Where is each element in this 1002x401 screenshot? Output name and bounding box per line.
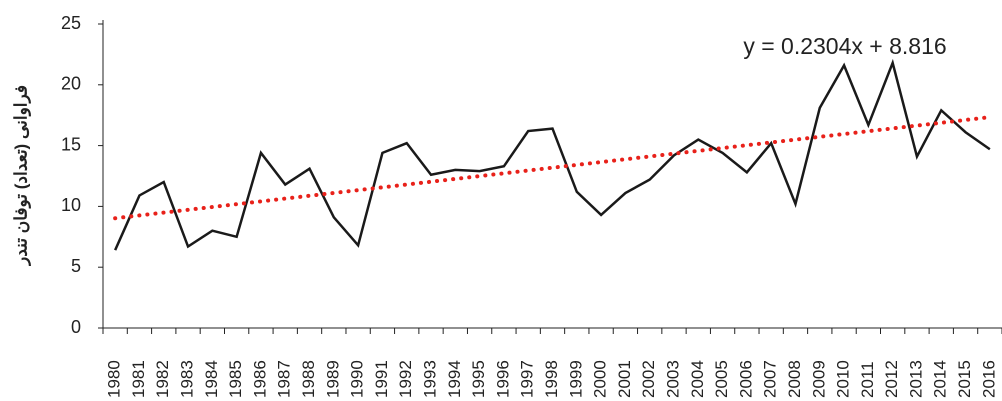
x-tick-label: 1992	[396, 360, 415, 398]
x-tick-label: 2002	[639, 360, 658, 398]
x-tick-label: 1994	[445, 360, 464, 398]
x-tick-label: 1984	[202, 360, 221, 398]
x-tick-label: 1989	[323, 360, 342, 398]
y-tick-label: 20	[61, 74, 81, 94]
x-tick-label: 1983	[178, 360, 197, 398]
x-tick-label: 2007	[761, 360, 780, 398]
x-tick-label: 2001	[615, 360, 634, 398]
x-tick-label: 1988	[299, 360, 318, 398]
trend-equation: y = 0.2304x + 8.816	[743, 33, 946, 59]
x-tick-label: 1981	[129, 360, 148, 398]
x-tick-label: 2013	[906, 360, 925, 398]
x-tick-label: 1993	[420, 360, 439, 398]
trend-line	[113, 115, 992, 221]
y-axis-title: فراوانی (تعداد) توفان تندر	[11, 85, 31, 267]
x-tick-label: 2009	[809, 360, 828, 398]
x-tick-label: 1986	[250, 360, 269, 398]
x-tick-label: 2016	[979, 360, 998, 398]
x-tick-label: 2008	[785, 360, 804, 398]
x-tick-label: 2010	[834, 360, 853, 398]
x-tick-label: 1999	[566, 360, 585, 398]
y-tick-label: 15	[61, 134, 81, 154]
x-tick-label: 2014	[931, 360, 950, 398]
x-tick-label: 2003	[663, 360, 682, 398]
x-tick-label: 2012	[882, 360, 901, 398]
x-tick-label: 1987	[275, 360, 294, 398]
x-tick-label: 1980	[105, 360, 124, 398]
x-tick-label: 2000	[591, 360, 610, 398]
x-tick-label: 1996	[493, 360, 512, 398]
x-tick-label: 1991	[372, 360, 391, 398]
x-tick-label: 1998	[542, 360, 561, 398]
y-tick-label: 10	[61, 195, 81, 215]
x-tick-label: 2015	[955, 360, 974, 398]
x-tick-label: 2011	[858, 361, 877, 398]
x-tick-label: 1990	[348, 360, 367, 398]
y-tick-label: 25	[61, 13, 81, 33]
x-tick-label: 1995	[469, 360, 488, 398]
y-tick-label: 5	[71, 256, 81, 276]
x-tick-label: 1985	[226, 360, 245, 398]
x-tick-label: 1982	[153, 360, 172, 398]
x-tick-label: 2005	[712, 360, 731, 398]
line	[114, 58, 991, 251]
x-tick-label: 2004	[688, 360, 707, 398]
x-tick-label: 1997	[518, 360, 537, 398]
x-tick-label: 2006	[736, 360, 755, 398]
y-tick-label: 0	[71, 317, 81, 337]
